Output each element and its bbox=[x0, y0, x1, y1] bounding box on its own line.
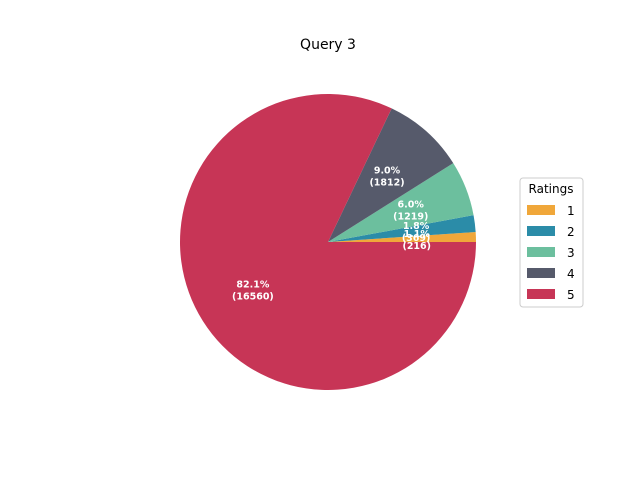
slice-percent-label-2: 1.8% bbox=[403, 221, 430, 232]
legend-label-1: 1 bbox=[567, 204, 575, 218]
slice-labels: 1.1%(216) 1.8%(369) 6.0%(1219) 9.0%(1812) 82… bbox=[232, 166, 431, 303]
slice-percent-label-5: 82.1% bbox=[236, 279, 269, 290]
legend-swatch-4 bbox=[527, 268, 555, 278]
pie-slice-3 bbox=[328, 163, 474, 242]
slice-count-label-1: (216) bbox=[402, 241, 431, 252]
legend-swatch-5 bbox=[527, 289, 555, 299]
legend-title: Ratings bbox=[529, 182, 574, 196]
slice-percent-label-3: 6.0% bbox=[398, 200, 425, 211]
legend-label-3: 3 bbox=[567, 246, 575, 260]
legend-label-4: 4 bbox=[567, 267, 575, 281]
slice-count-label-2: (369) bbox=[402, 233, 431, 244]
legend-label-5: 5 bbox=[567, 288, 575, 302]
legend-swatch-2 bbox=[527, 226, 555, 236]
pie-slice-2 bbox=[328, 215, 476, 242]
slice-count-label-3: (1219) bbox=[393, 212, 428, 223]
pie-slice-4 bbox=[328, 108, 454, 242]
legend-swatch-3 bbox=[527, 247, 555, 257]
slice-count-label-5: (16560) bbox=[232, 291, 274, 302]
chart-title: Query 3 bbox=[300, 37, 356, 53]
pie-slices bbox=[180, 93, 476, 390]
slice-percent-label-1: 1.1% bbox=[404, 229, 431, 240]
legend: Ratings 1 2 3 4 5 bbox=[519, 177, 584, 308]
slice-count-label-4: (1812) bbox=[369, 178, 404, 189]
pie-slice-1 bbox=[328, 232, 476, 242]
pie-slice-5 bbox=[180, 93, 476, 390]
legend-swatch-1 bbox=[527, 205, 555, 215]
slice-percent-label-4: 9.0% bbox=[374, 166, 401, 177]
legend-label-2: 2 bbox=[567, 225, 575, 239]
legend-items: 1 2 3 4 5 bbox=[527, 204, 575, 302]
